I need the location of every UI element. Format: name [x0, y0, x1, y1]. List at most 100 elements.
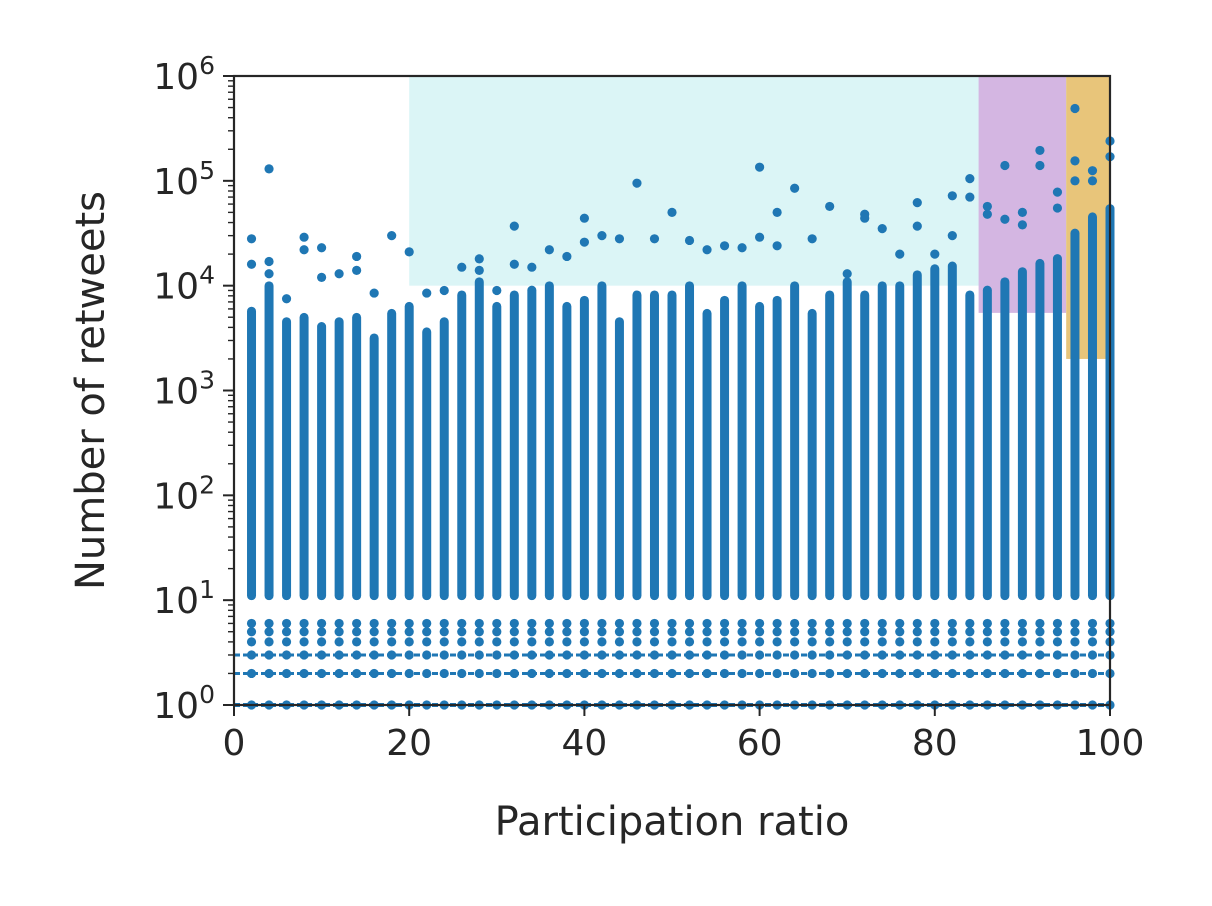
data-point — [930, 627, 940, 637]
data-point — [299, 232, 309, 242]
data-point — [772, 637, 782, 647]
data-point — [334, 637, 344, 647]
data-point — [930, 637, 940, 647]
data-point — [947, 637, 957, 647]
data-point — [632, 618, 642, 629]
data-point — [562, 627, 572, 637]
data-point — [1087, 166, 1098, 176]
data-point — [1087, 627, 1098, 637]
data-point — [597, 627, 607, 637]
data-point — [755, 637, 765, 647]
data-point — [737, 243, 747, 253]
data-point — [474, 254, 484, 264]
data-point — [579, 237, 590, 247]
data-point — [457, 618, 467, 629]
data-point-column — [562, 301, 572, 601]
data-point — [877, 627, 887, 637]
data-point — [842, 637, 852, 647]
data-point — [702, 627, 712, 637]
data-point — [264, 650, 274, 660]
data-point — [842, 618, 852, 629]
data-point — [965, 618, 975, 629]
data-point — [281, 618, 292, 629]
data-point — [1052, 627, 1063, 637]
data-point — [667, 637, 677, 647]
data-point — [614, 637, 625, 647]
data-point — [387, 618, 397, 629]
data-point — [369, 627, 379, 637]
data-point — [719, 637, 730, 647]
y-tick-label: 101 — [153, 575, 215, 622]
data-point — [649, 650, 660, 660]
data-point — [807, 637, 817, 647]
data-point — [509, 637, 519, 647]
data-point-column — [422, 327, 432, 601]
highlight-regions — [409, 76, 1110, 359]
data-point — [947, 627, 957, 637]
data-point — [737, 618, 747, 629]
data-point — [982, 209, 992, 219]
data-point — [860, 213, 870, 223]
x-axis-ticks: 0 20 40 60 80 100 — [223, 705, 1145, 764]
data-point — [649, 668, 660, 679]
data-point — [387, 627, 397, 637]
data-point-column — [649, 290, 659, 601]
data-point-column — [1087, 212, 1097, 601]
data-point — [1070, 156, 1080, 166]
data-point — [895, 668, 905, 679]
data-point — [982, 668, 992, 679]
data-point — [1035, 145, 1045, 156]
data-point — [877, 637, 887, 647]
data-point — [509, 618, 519, 629]
data-point — [790, 637, 800, 647]
data-point — [317, 618, 327, 629]
data-point — [317, 650, 327, 660]
data-point-column — [1070, 228, 1080, 601]
data-point — [597, 650, 607, 660]
y-axis-ticks: 100 101 102 103 104 105 106 — [153, 51, 234, 727]
data-point — [965, 637, 975, 647]
data-point — [544, 637, 554, 647]
data-point-column — [965, 290, 975, 601]
data-point — [702, 245, 712, 255]
data-point — [930, 249, 940, 259]
data-point-column — [807, 308, 817, 601]
data-point — [439, 627, 449, 637]
data-point — [684, 637, 695, 647]
data-point — [614, 234, 625, 244]
data-point — [246, 234, 257, 244]
data-point — [422, 637, 432, 647]
data-point — [562, 650, 572, 660]
data-point — [895, 650, 905, 660]
data-point — [772, 627, 782, 637]
data-point — [246, 650, 257, 660]
data-point — [509, 259, 519, 269]
data-point — [1000, 618, 1010, 629]
data-point-column — [317, 322, 327, 601]
data-point — [439, 637, 449, 647]
data-point — [352, 251, 362, 262]
data-point — [982, 618, 992, 629]
data-point — [737, 627, 747, 637]
data-point — [930, 618, 940, 629]
data-point-column — [755, 301, 765, 601]
x-tick-label: 100 — [1076, 723, 1145, 764]
data-point — [842, 269, 852, 279]
data-point-column — [1000, 277, 1010, 601]
data-point — [334, 269, 344, 279]
data-point — [474, 637, 484, 647]
data-point-column — [457, 290, 467, 601]
data-point-column — [492, 301, 502, 601]
data-point — [772, 618, 782, 629]
data-point — [597, 231, 607, 241]
data-point — [299, 627, 309, 637]
data-point — [1087, 176, 1098, 186]
data-point — [1000, 214, 1010, 224]
data-point — [860, 618, 870, 629]
data-point — [912, 221, 922, 231]
data-point — [632, 650, 642, 660]
data-point — [317, 637, 327, 647]
data-point — [912, 197, 922, 208]
data-point — [1070, 637, 1080, 647]
data-point — [614, 668, 625, 679]
